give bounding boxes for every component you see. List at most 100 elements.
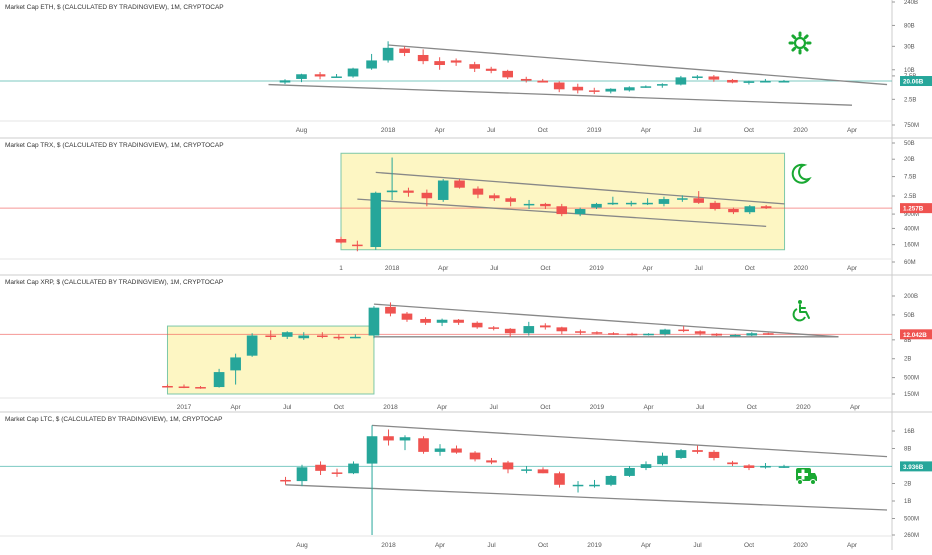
sun-icon <box>788 31 812 55</box>
candle-body <box>195 387 206 389</box>
candle <box>502 460 514 474</box>
candle-body <box>521 469 532 471</box>
y-tick-label: 260M <box>904 533 919 539</box>
candle <box>727 460 738 466</box>
candle <box>727 78 738 84</box>
candle-body <box>553 82 565 90</box>
candle <box>553 81 565 93</box>
trendline[interactable] <box>373 303 839 338</box>
x-tick-label: 2018 <box>383 404 398 411</box>
candle <box>708 450 720 461</box>
candle <box>523 199 535 209</box>
trendline[interactable] <box>375 171 785 205</box>
x-tick-label: 2020 <box>793 542 808 549</box>
y-tick-label: 200B <box>904 294 918 300</box>
x-tick-label: Apr <box>435 542 446 549</box>
x-tick-label: Jul <box>487 127 496 134</box>
chart-title: Market Cap LTC, $ (CALCULATED BY TRADING… <box>5 416 222 423</box>
candle <box>296 73 307 83</box>
candle <box>352 240 363 252</box>
current-price-label: 3.936B <box>900 461 932 472</box>
candle <box>656 83 668 88</box>
candle <box>778 79 790 83</box>
candle-body <box>485 68 497 71</box>
candle-body <box>520 78 532 81</box>
candle-body <box>692 450 703 452</box>
candle-body <box>386 190 398 193</box>
candle <box>520 76 532 83</box>
candle-body <box>213 372 225 388</box>
candle-body <box>762 333 774 335</box>
candle-body <box>469 452 481 460</box>
x-tick-label: Apr <box>643 404 654 411</box>
candle <box>607 196 619 206</box>
svg-text:1.257B: 1.257B <box>903 206 924 213</box>
x-tick-label: Jul <box>487 542 496 549</box>
candle-body <box>246 335 258 356</box>
candle-body <box>469 64 481 69</box>
candle-body <box>523 203 535 206</box>
candle-body <box>588 90 600 92</box>
svg-text:3.936B: 3.936B <box>903 464 924 471</box>
candle <box>523 321 535 336</box>
candle <box>315 461 326 476</box>
x-tick-label: Aug <box>296 542 308 549</box>
candle <box>451 445 462 454</box>
candle <box>486 457 497 465</box>
candle-body <box>556 206 568 215</box>
candle <box>280 476 291 485</box>
chart-title: Market Cap ETH, $ (CALCULATED BY TRADING… <box>5 4 224 11</box>
trendline[interactable] <box>388 44 888 86</box>
candle-body <box>383 436 394 441</box>
candle-body <box>437 180 449 200</box>
candle <box>386 157 398 200</box>
y-tick-label: 150M <box>904 392 919 398</box>
candle <box>746 332 758 337</box>
candle-body <box>401 313 413 320</box>
trendline[interactable] <box>371 424 888 458</box>
candle-body <box>540 203 551 207</box>
x-tick-label: Oct <box>540 404 550 411</box>
x-tick-label: Oct <box>540 265 550 272</box>
candle <box>296 464 308 487</box>
candle-body <box>382 47 394 61</box>
candle-body <box>316 335 328 338</box>
trendline[interactable] <box>285 484 888 511</box>
y-tick-label: 500M <box>904 516 919 522</box>
candle <box>434 57 445 70</box>
candle-body <box>591 203 602 208</box>
candle <box>246 333 258 357</box>
candle <box>694 330 706 336</box>
candle <box>657 452 668 466</box>
candle-body <box>727 462 738 465</box>
candle-body <box>279 80 291 83</box>
candle <box>437 179 449 202</box>
candle <box>675 449 687 459</box>
candle-body <box>453 319 464 323</box>
y-tick-label: 60M <box>904 260 916 266</box>
candle <box>762 332 774 335</box>
y-tick-label: 50B <box>904 313 915 319</box>
y-tick-label: 16B <box>904 429 915 435</box>
y-tick-label: 1B <box>904 499 911 505</box>
candle-body <box>708 451 720 458</box>
candle-body <box>574 208 586 215</box>
candle <box>692 75 703 80</box>
candle-body <box>626 333 638 336</box>
candle-body <box>399 48 410 53</box>
candle <box>162 384 173 388</box>
candle <box>316 332 328 339</box>
candle <box>744 205 756 215</box>
y-tick-label: 20B <box>904 157 915 163</box>
candle <box>743 80 755 85</box>
candle <box>537 467 549 474</box>
x-tick-label: Jul <box>490 404 499 411</box>
trendline[interactable] <box>268 83 853 106</box>
x-tick-label: Apr <box>850 404 861 411</box>
candle <box>434 444 446 456</box>
candle-body <box>605 475 617 485</box>
candle-body <box>743 81 755 83</box>
candle <box>265 330 277 340</box>
candle <box>626 332 638 336</box>
candle-body <box>591 332 603 334</box>
